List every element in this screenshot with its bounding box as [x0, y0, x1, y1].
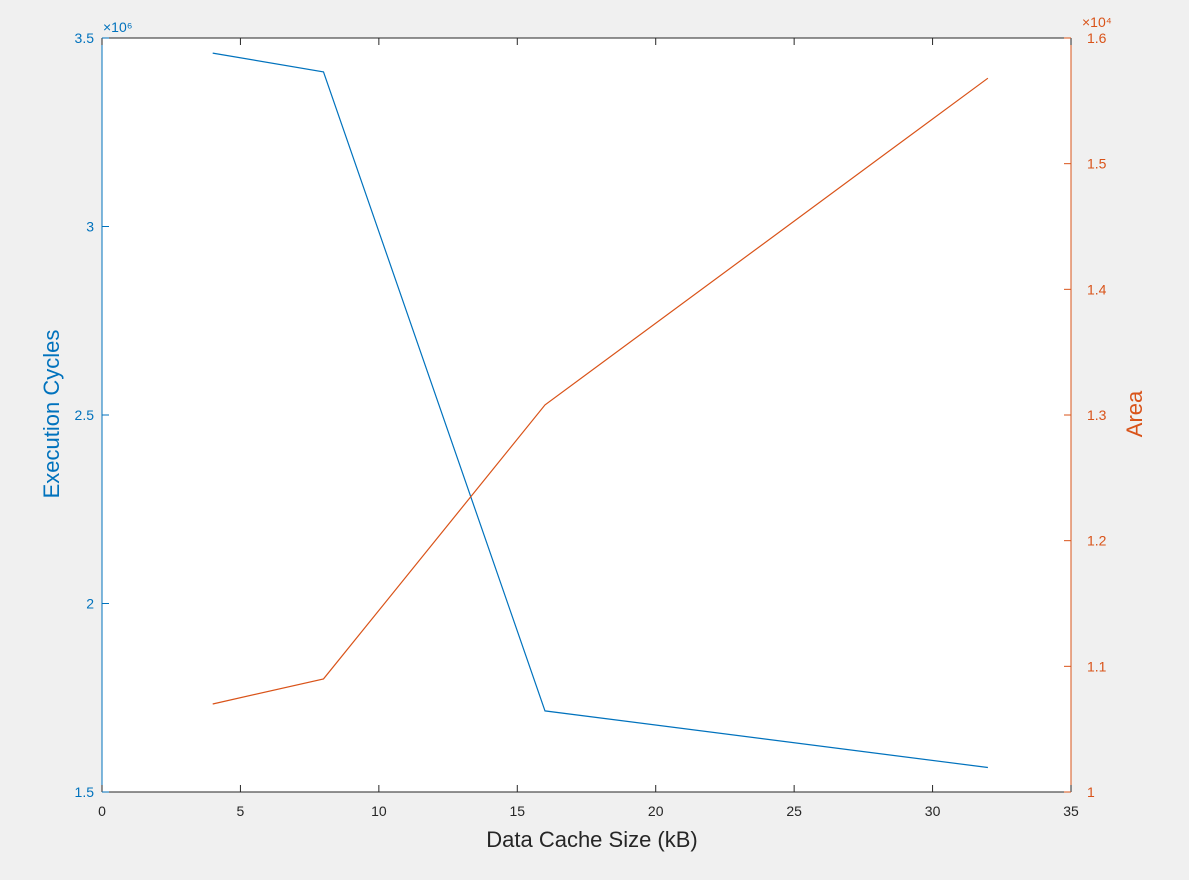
right-tick-label: 1.3 [1087, 407, 1107, 423]
right-axis-label: Area [1122, 390, 1147, 437]
execution-cycles-series-line [212, 52, 988, 769]
left-tick-label: 2.5 [75, 407, 95, 423]
right-tick-label: 1.2 [1087, 533, 1107, 549]
left-ticks: 1.5 2 2.5 3 3.5 [75, 30, 109, 800]
right-tick-label: 1 [1087, 784, 1095, 800]
right-axis-exponent: ×10⁴ [1082, 14, 1112, 30]
x-tick-label: 15 [509, 803, 525, 819]
plot-area [102, 38, 1071, 792]
x-tick-label: 35 [1063, 803, 1079, 819]
area-series-line [212, 77, 989, 705]
right-tick-label: 1.1 [1087, 658, 1107, 674]
right-tick-label: 1.6 [1087, 30, 1107, 46]
left-tick-label: 3 [86, 219, 94, 235]
right-ticks: 1 1.1 1.2 1.3 1.4 1.5 1.6 [1064, 30, 1107, 800]
x-axis-label: Data Cache Size (kB) [486, 827, 698, 852]
left-axis-label: Execution Cycles [39, 330, 64, 499]
x-ticks: 0 5 10 15 20 25 30 35 [98, 38, 1079, 819]
series-layer [212, 52, 989, 769]
x-tick-label: 10 [371, 803, 387, 819]
right-tick-label: 1.5 [1087, 156, 1107, 172]
x-tick-label: 30 [925, 803, 941, 819]
right-tick-label: 1.4 [1087, 281, 1107, 297]
left-tick-label: 3.5 [75, 30, 95, 46]
x-tick-label: 0 [98, 803, 106, 819]
x-tick-label: 5 [237, 803, 245, 819]
left-tick-label: 1.5 [75, 784, 95, 800]
x-tick-label: 25 [786, 803, 802, 819]
left-tick-label: 2 [86, 596, 94, 612]
left-axis-exponent: ×10⁶ [103, 19, 133, 35]
x-tick-label: 20 [648, 803, 664, 819]
